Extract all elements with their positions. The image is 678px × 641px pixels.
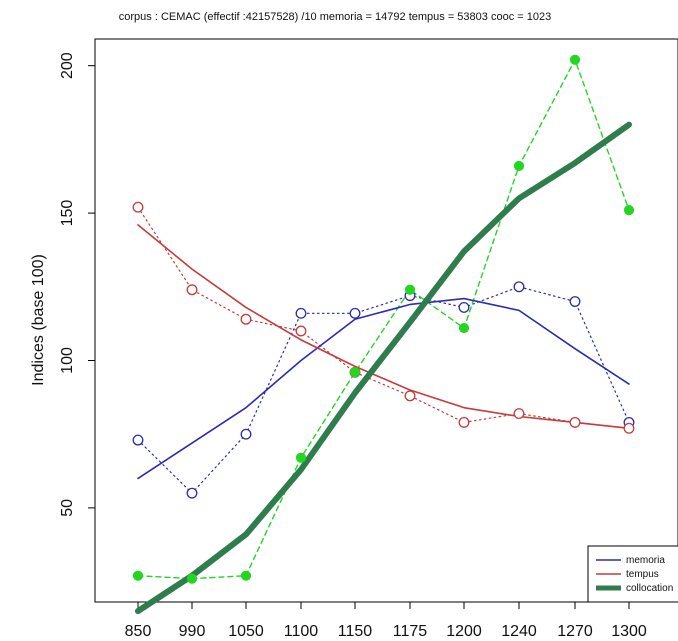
tempus-point [623,422,635,434]
x-tick-label: 1270 [557,623,593,640]
memoria-point [513,281,525,293]
memoria-point [240,428,252,440]
tempus-point [404,390,416,402]
collocation-point [569,54,581,65]
collocation-raw-line [137,59,630,580]
y-tick-label: 150 [59,200,76,227]
x-tick-label: 1100 [284,623,319,640]
series-layer [132,54,635,615]
legend-tempus-label: tempus [626,569,659,580]
collocation-point [458,322,470,334]
collocation-point [513,160,525,172]
memoria-point [186,487,198,499]
memoria-point [458,301,470,313]
plot-area-border [94,38,678,603]
tempus-point [569,416,581,428]
collocation-point [132,570,144,581]
y-axis-label: Indices (base 100) [30,254,47,386]
x-tick-label: 1050 [228,623,264,640]
memoria-point [569,296,581,307]
axes-layer: 850 990 1050 1100 1150 1175 1200 1240 1270 1300 50… [59,52,647,640]
chart-title: corpus : CEMAC (effectif :42157528) /10 … [119,11,551,23]
tempus-point [295,325,307,337]
x-tick-label: 850 [125,623,152,640]
tempus-smooth-line [137,224,630,430]
y-tick-label: 50 [59,499,76,517]
tempus-point [513,408,525,420]
memoria-point [349,307,361,319]
tempus-point [132,201,144,213]
tempus-point [186,284,198,296]
memoria-smooth-line [137,297,630,480]
x-tick-label: 990 [179,623,206,640]
x-tick-label: 1240 [501,623,537,640]
collocation-point [240,570,252,581]
memoria-raw-line [137,286,630,494]
x-tick-label: 1150 [338,623,373,640]
memoria-point [132,434,144,446]
collocation-point [295,452,307,463]
collocation-point [349,367,361,378]
collocation-point [186,573,198,584]
collocation-point [404,284,416,295]
legend-collocation-label: collocation [626,583,673,594]
x-tick-label: 1300 [611,623,647,640]
collocation-smooth-line [135,121,632,615]
legend: memoria tempus collocation [587,545,678,603]
tempus-point [240,313,252,325]
tempus-raw-line [137,206,630,429]
legend-memoria-label: memoria [626,555,665,566]
collocation-point [623,205,635,216]
x-tick-label: 1200 [446,623,482,640]
memoria-point [295,307,307,319]
y-tick-label: 200 [59,52,76,79]
y-tick-label: 100 [59,347,76,374]
tempus-point [458,416,470,428]
x-tick-label: 1175 [393,623,428,640]
